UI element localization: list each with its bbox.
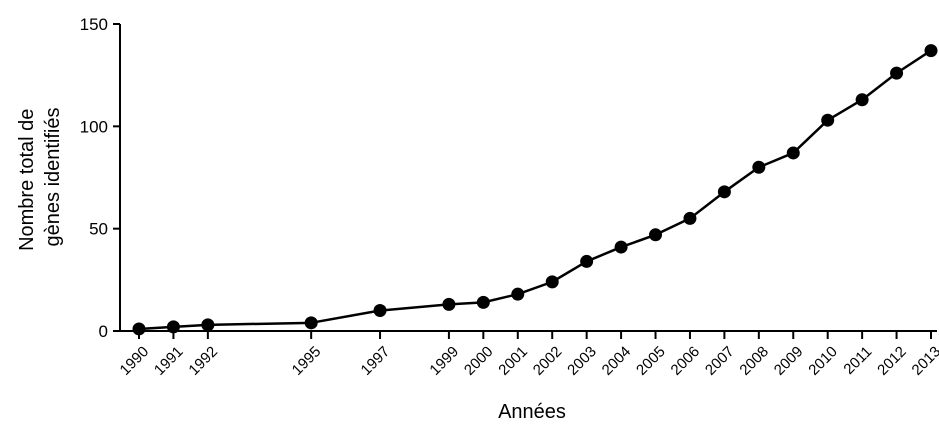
data-point: [304, 316, 318, 330]
x-tick-label: 2001: [495, 343, 531, 379]
x-tick-label: 1990: [117, 343, 153, 379]
data-point: [201, 318, 215, 332]
x-tick-label: 2010: [805, 343, 841, 379]
data-point: [614, 240, 628, 254]
data-point: [683, 211, 697, 225]
y-tick-label: 150: [80, 15, 108, 34]
y-tick-label: 0: [99, 322, 108, 341]
series-layer: [132, 44, 938, 336]
y-tick-label: 100: [80, 117, 108, 136]
series-line: [138, 49, 932, 331]
data-point: [786, 146, 800, 160]
data-point: [132, 322, 146, 336]
data-point: [166, 320, 180, 334]
x-tick-label: 2013: [909, 343, 939, 379]
data-point: [752, 160, 766, 174]
x-tick-label: 1991: [151, 343, 187, 379]
x-tick-label: 1992: [185, 343, 221, 379]
x-tick-label: 1997: [358, 343, 394, 379]
y-axis: 0 50 100 150: [80, 15, 121, 341]
x-tick-label: 1995: [289, 343, 325, 379]
x-tick-label: 2011: [840, 343, 875, 378]
x-tick-label: 2008: [736, 343, 772, 379]
y-axis-title-line-2: gènes identifiés: [42, 108, 64, 247]
data-point: [476, 295, 490, 309]
data-point: [821, 113, 835, 127]
y-axis-title-line-1: Nombre total de: [16, 109, 38, 251]
data-point: [717, 185, 731, 199]
x-tick-label: 1999: [426, 343, 462, 379]
x-tick-label: 2012: [874, 343, 910, 379]
data-point: [545, 275, 559, 289]
x-tick-label: 2002: [530, 343, 566, 379]
data-point: [442, 297, 456, 311]
data-point: [511, 287, 525, 301]
y-tick-label: 50: [89, 220, 108, 239]
data-point: [924, 44, 938, 58]
data-point: [580, 254, 594, 268]
data-point: [373, 304, 387, 318]
x-axis-title: Années: [498, 401, 566, 423]
data-point: [649, 228, 663, 242]
x-tick-label: 2007: [702, 343, 738, 379]
data-point: [890, 66, 904, 80]
x-tick-label: 2000: [461, 343, 497, 379]
data-point: [855, 93, 869, 107]
x-tick-label: 2004: [599, 343, 635, 379]
x-tick-label: 2006: [668, 343, 704, 379]
x-tick-label: 2003: [564, 343, 600, 379]
x-tick-label: 2009: [771, 343, 807, 379]
x-tick-label: 2005: [633, 343, 669, 379]
y-axis-title: Nombre total de gènes identifiés: [16, 103, 64, 251]
